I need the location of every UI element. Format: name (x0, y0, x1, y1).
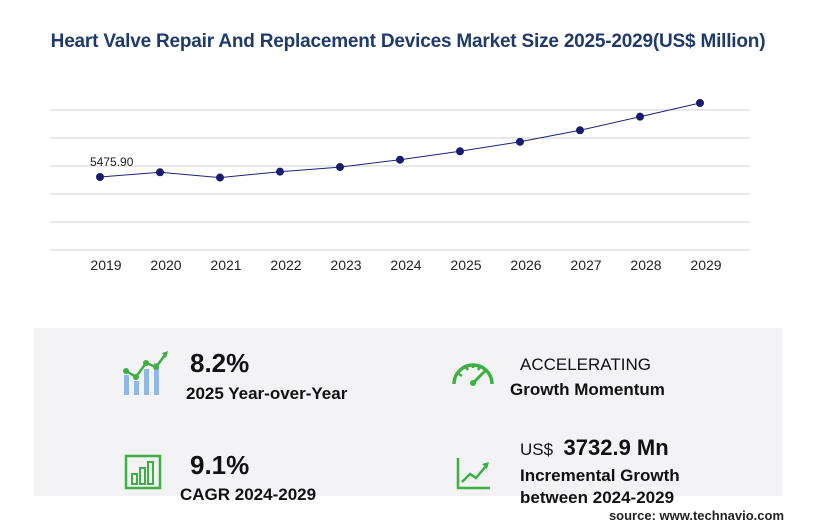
x-tick-label: 2026 (510, 257, 541, 273)
data-point-2025 (456, 147, 464, 156)
x-tick-label: 2027 (570, 257, 601, 273)
data-point-2022 (276, 167, 284, 176)
data-point-2027 (576, 126, 584, 135)
data-point-2023 (336, 163, 344, 172)
bar-line-growth-icon (123, 351, 168, 395)
chart-title: Heart Valve Repair And Replacement Devic… (50, 31, 766, 52)
x-tick-label: 2022 (270, 257, 301, 273)
cagr-label: CAGR 2024-2029 (180, 485, 317, 504)
bar-chart-icon (124, 454, 162, 490)
momentum-label: Growth Momentum (510, 380, 665, 399)
yoy-label: 2025 Year-over-Year (186, 384, 348, 403)
yoy-value: 8.2% (190, 348, 250, 378)
speedometer-icon (452, 363, 494, 386)
stats-panel (34, 328, 782, 496)
data-point-2024 (396, 155, 404, 164)
line-chart: 2019 2020 2021 2022 2023 2024 2025 2026 2027 2028… (50, 99, 750, 273)
momentum-value: ACCELERATING (520, 355, 651, 374)
x-tick-label: 2024 (390, 257, 421, 273)
x-tick-label: 2019 (90, 257, 121, 273)
incremental-value: 3732.9 Mn (563, 435, 669, 460)
data-point-2026 (516, 137, 524, 146)
data-point-2029 (696, 99, 704, 107)
x-tick-label: 2025 (450, 257, 481, 273)
trend-arrow-icon (456, 458, 490, 490)
data-point-2021 (216, 173, 224, 182)
data-point-2019 (96, 173, 104, 182)
series-markers (96, 99, 704, 182)
x-tick-label: 2020 (150, 257, 181, 273)
incremental-unit: US$ (520, 440, 554, 459)
cagr-value: 9.1% (190, 450, 250, 480)
incremental-value-row: US$ 3732.9 Mn (520, 435, 669, 461)
x-tick-label: 2023 (330, 257, 361, 273)
grid-lines (50, 109, 750, 251)
incremental-label-1: Incremental Growth (520, 466, 680, 485)
incremental-label-2: between 2024-2029 (520, 488, 675, 507)
data-point-2020 (156, 168, 164, 177)
data-point-2028 (636, 112, 644, 121)
x-tick-label: 2028 (630, 257, 661, 273)
data-label-2019: 5475.90 (90, 155, 134, 169)
source-credit: source: www.technavio.com (608, 508, 784, 523)
x-tick-label: 2029 (690, 257, 721, 273)
x-axis-ticks: 2019 2020 2021 2022 2023 2024 2025 2026 2027 2028… (90, 257, 721, 273)
x-tick-label: 2021 (210, 257, 241, 273)
